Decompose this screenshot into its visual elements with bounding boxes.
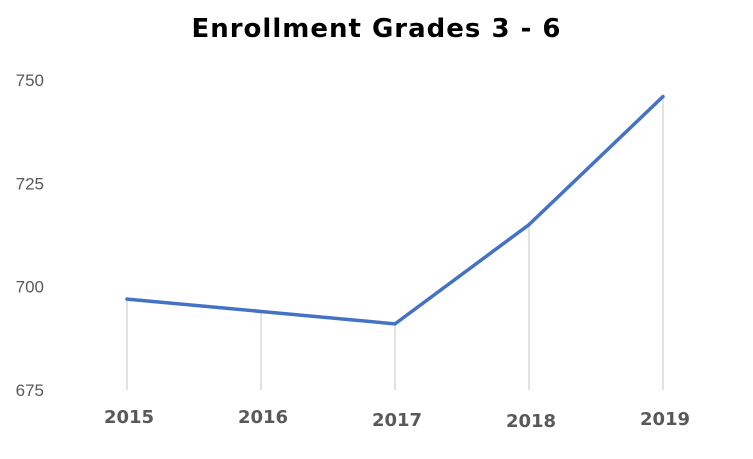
x-tick-label: 2017 [372, 410, 422, 431]
chart-title: Enrollment Grades 3 - 6 [191, 14, 562, 44]
data-point [661, 95, 665, 99]
y-tick-label: 725 [16, 174, 44, 193]
x-axis-ticks: 2015 2016 2017 2018 2019 [104, 407, 690, 432]
x-tick-label: 2016 [238, 407, 288, 428]
x-tick-label: 2019 [640, 409, 690, 430]
data-point [527, 223, 531, 227]
series-group [125, 94, 665, 326]
data-point [259, 309, 263, 313]
y-tick-label: 750 [16, 71, 44, 90]
data-point [125, 297, 129, 301]
x-tick-label: 2018 [506, 411, 556, 432]
y-tick-label: 675 [16, 381, 44, 400]
x-tick-label: 2015 [104, 407, 154, 428]
y-tick-label: 700 [16, 278, 44, 297]
series-line [125, 94, 665, 326]
y-axis-ticks: 675 700 725 750 [16, 71, 44, 400]
data-point [393, 322, 397, 326]
drop-lines [126, 96, 664, 390]
